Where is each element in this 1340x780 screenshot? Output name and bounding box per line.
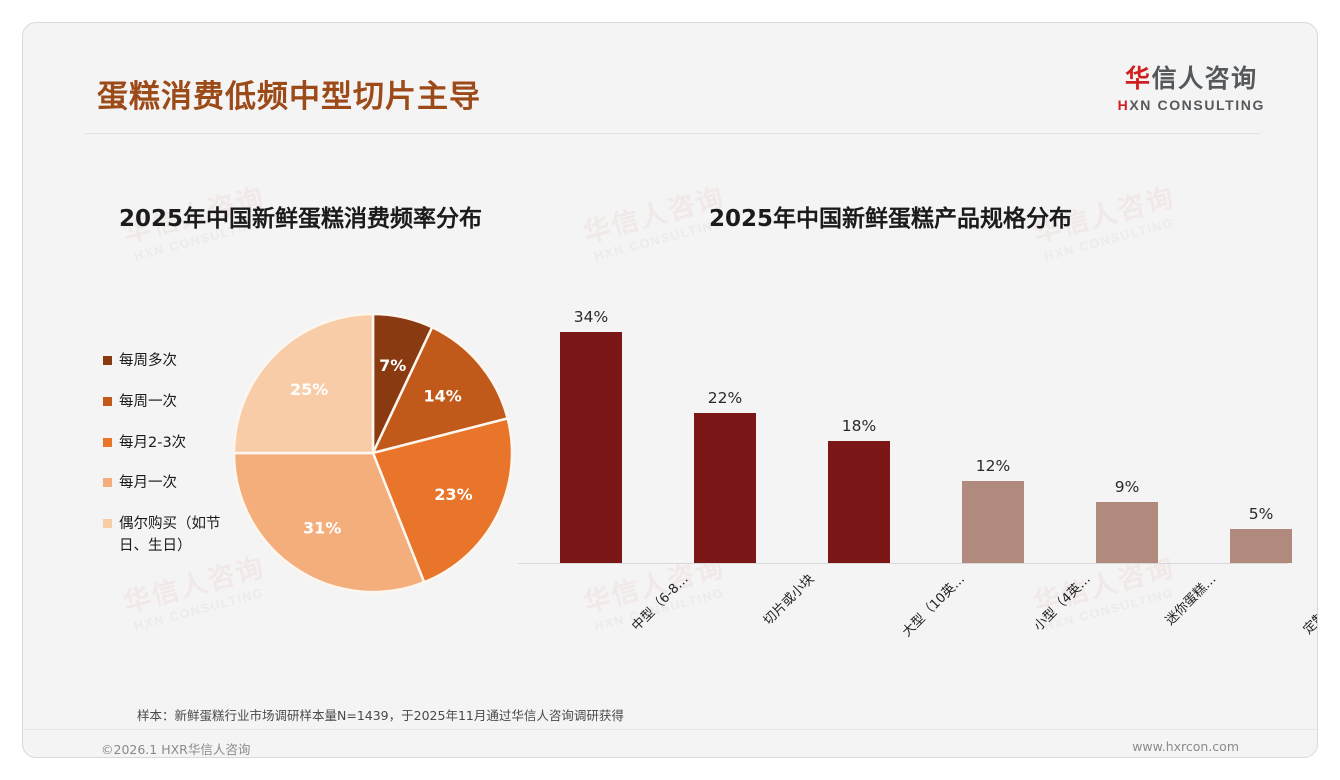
pie-chart-legend: 每周多次每周一次每月2-3次 每月一次偶尔购买（如节日、生日） [103,351,243,577]
pie-legend-label: 每月2-3次 [119,434,187,451]
slide-header: 蛋糕消费低频中型切片主导 华信人咨询 HXN CONSULTING [23,23,1317,134]
website-url: www.hxrcon.com [1132,739,1239,754]
logo-cn-rest: 信人咨询 [1151,64,1258,93]
pie-slice-value: 23% [434,485,472,504]
bar-group: 5% [1230,273,1292,563]
title-divider [85,133,1260,134]
pie-legend-item[interactable]: 每月2-3次 [103,433,243,455]
logo-english-text: HXN CONSULTING [1118,97,1265,113]
pie-slice-value: 14% [423,386,461,405]
bar-group: 22% [694,273,756,563]
bar-rect[interactable] [694,413,756,563]
pie-chart-panel: 每周多次每周一次每月2-3次 每月一次偶尔购买（如节日、生日） 7% 14% 23% 3… [63,273,663,623]
legend-swatch-icon [103,478,112,488]
legend-swatch-icon [103,396,112,406]
pie-slice[interactable] [232,451,426,594]
bar-value-label: 22% [707,389,743,408]
bar-group: 34% [560,273,622,563]
pie-slice-value: 31% [303,519,341,538]
bar-category-label: 切片或小块 [760,571,818,629]
pie-slice[interactable] [371,416,514,584]
bar-chart-title: 2025年中国新鲜蛋糕产品规格分布 [709,206,1073,232]
logo-cn-accent: 华 [1125,64,1152,93]
pie-chart-title: 2025年中国新鲜蛋糕消费频率分布 [119,206,483,232]
bar-chart-plot: 34% 22% 18% 12% 9% 5% [518,273,1308,563]
bar-chart-axis-line [518,563,1288,564]
slide-frame: 华信人咨询 HXN CONSULTING 华信人咨询 HXN CONSULTING 华信… [22,22,1318,758]
footer-divider [23,729,1317,730]
copyright-text: ©2026.1 HXR华信人咨询 [101,742,251,757]
pie-legend-item[interactable]: 偶尔购买（如节日、生日） [103,514,243,558]
bar-value-label: 9% [1114,477,1140,496]
bar-category-label: 大型（10英… [899,571,968,641]
page-title: 蛋糕消费低频中型切片主导 [97,79,481,115]
bar-group: 9% [1096,273,1158,563]
pie-slice[interactable] [232,312,375,455]
pie-slice-value: 25% [290,380,328,399]
bar-category-label: 定制特殊尺寸 [1300,571,1318,638]
bar-rect[interactable] [560,331,622,563]
pie-legend-label: 每周多次 [119,353,177,369]
pie-chart-svg: 7% 14% 23% 31% 25% [232,312,514,594]
watermark-chinese: 华信人咨询 [580,181,729,249]
pie-legend-label: 偶尔购买（如节日、生日） [119,516,221,554]
bar-rect[interactable] [828,440,890,563]
logo-en-accent: H [1117,96,1130,113]
bar-category-label: 中型（6-8… [629,571,692,635]
legend-swatch-icon [103,356,112,365]
pie-slice[interactable] [370,325,510,455]
bar-chart-panel: 34% 22% 18% 12% 9% 5% 中型（6-8… 切片或小块 大型（10英… 小型（4… [518,273,1317,663]
pie-slice-value: 7% [379,356,406,375]
legend-swatch-icon [103,437,112,447]
bar-category-label: 小型（4英… [1031,571,1094,635]
pie-legend-item[interactable]: 每周一次 [103,392,243,414]
logo-chinese-text: 华信人咨询 [1118,65,1265,93]
bar-group: 18% [828,273,890,563]
legend-swatch-icon [103,519,112,528]
bar-group: 12% [962,273,1024,563]
pie-legend-item[interactable]: 每周多次 [103,351,243,373]
bar-rect[interactable] [962,481,1024,563]
company-logo: 华信人咨询 HXN CONSULTING [1118,65,1265,113]
pie-legend-item[interactable]: 每月一次 [103,473,243,495]
bar-value-label: 12% [975,457,1011,476]
pie-legend-label: 每月一次 [119,475,177,492]
bar-value-label: 18% [841,416,877,435]
bar-value-label: 5% [1248,505,1274,523]
logo-en-rest: XN CONSULTING [1129,96,1265,113]
source-footnote: 样本：新鲜蛋糕行业市场调研样本量N=1439，于2025年11月通过华信人咨询调… [137,708,624,723]
bar-value-label: 34% [573,307,609,326]
bar-rect[interactable] [1096,501,1158,563]
bar-rect[interactable] [1230,529,1292,563]
bar-category-label: 迷你蛋糕… [1162,571,1220,629]
pie-legend-label: 每周一次 [119,393,177,410]
